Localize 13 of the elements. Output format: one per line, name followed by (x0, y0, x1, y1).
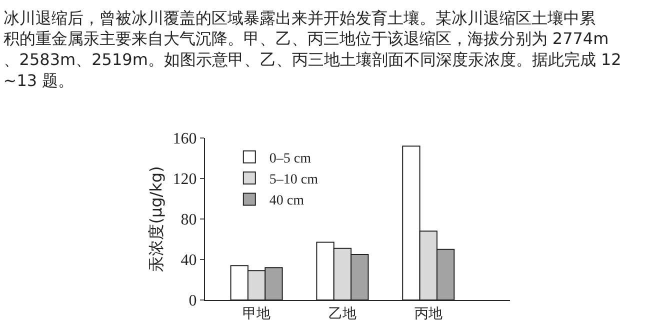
x-tick-label: 甲地 (242, 306, 271, 322)
y-tick-label: 0 (188, 292, 197, 310)
y-tick-label: 80 (180, 212, 197, 229)
legend-label: 5–10 cm (269, 172, 318, 188)
legend-label: 0–5 cm (269, 151, 312, 166)
y-tick-label: 40 (180, 252, 197, 270)
chart-title: 冰川退缩后，曾被冰川覆盖的区域暴露出来并开始发育土壤。某冰川退缩区土壤中累积的重金属汞主要来自大气沉降。甲、乙、丙三地位于该退缩区，海拔分别为 2774m、2583m、2519m。如图示意甲、乙、丙三地土壤剖面不同深度汞浓度。据此完成 12~13 题。 (3, 8, 622, 90)
x-tick-label: 乙地 (328, 306, 356, 322)
x-tick-label: 丙地 (414, 306, 442, 322)
legend-label: 40 cm (269, 194, 304, 209)
y-tick-label: 120 (172, 171, 197, 188)
y-tick-label: 160 (172, 130, 197, 148)
y-axis-title: 汞浓度(μg/kg) (146, 166, 166, 272)
